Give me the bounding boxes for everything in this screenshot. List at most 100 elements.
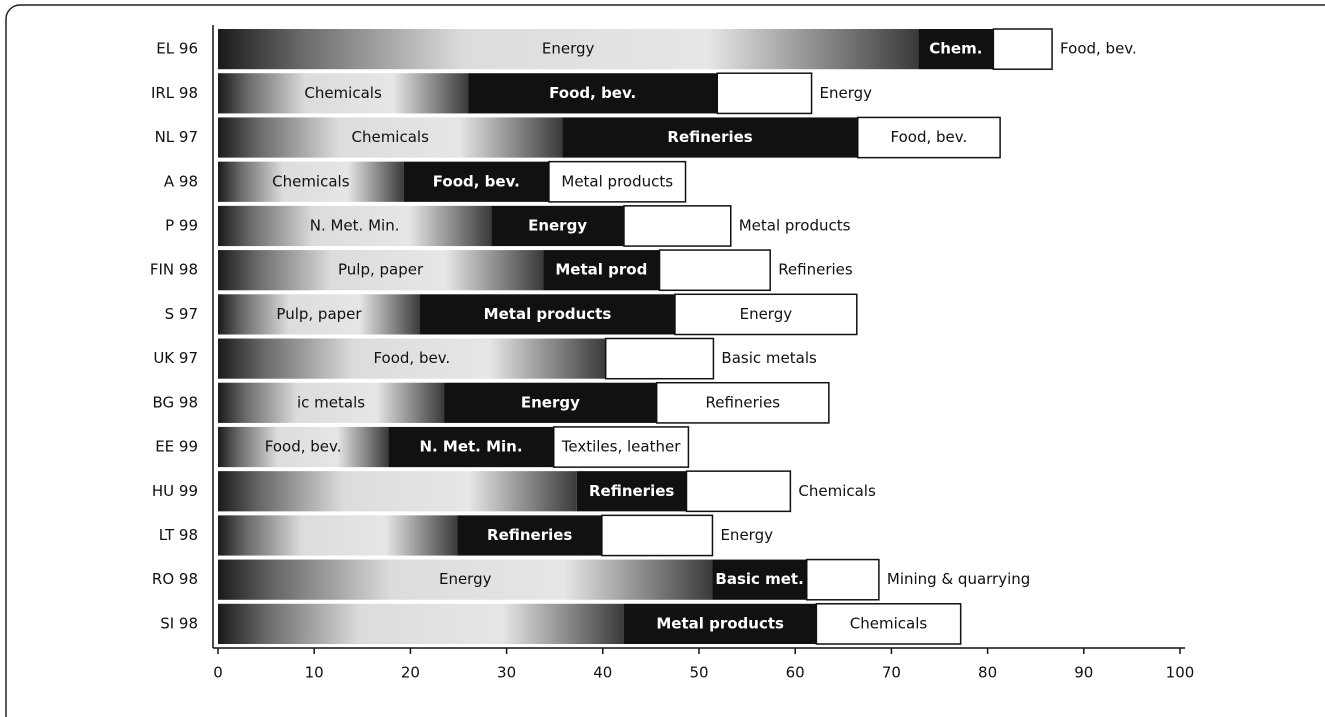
segment-label: Metal products [561,172,673,190]
bar-segment [685,470,792,513]
segment-label: Refineries [487,526,572,544]
bar-segment [716,72,813,115]
bar-segment [218,559,713,600]
segment-label: Energy [542,40,595,58]
bar-segment [548,160,687,203]
segment-label: Chemicals [272,172,350,190]
y-tick-label: A 98 [164,172,198,190]
y-tick-label: P 99 [165,216,198,234]
bar-segment [491,205,624,247]
bar-segment [403,161,549,202]
y-tick-label: UK 97 [153,349,198,367]
segment-label: Chemicals [304,84,382,102]
bar-segment [856,116,1001,159]
x-tick-label: 40 [593,664,612,682]
bar-segment [218,294,421,335]
bar-segment [388,426,554,468]
y-tick-label: IRL 98 [151,84,198,102]
bar-segment [218,161,404,202]
y-tick-label: SI 98 [160,614,198,632]
bar-segment [218,471,577,512]
bar-segment [623,205,732,247]
bar-segment [992,28,1053,70]
bar-segment [218,250,544,291]
x-tick-label: 0 [213,664,223,682]
bar-segment [623,603,817,644]
segment-label: Energy [528,216,587,234]
x-tick-label: 80 [978,664,997,682]
segment-label: Metal products [656,614,784,632]
bar-segment [601,514,714,557]
segment-label: Textiles, leather [561,438,681,456]
bar-segment [218,382,445,423]
segment-label: N. Met. Min. [419,438,522,456]
segment-label: Food, bev. [373,349,450,367]
bar-segment [658,249,771,292]
bar-segment [674,293,858,336]
segment-label: Food, bev. [891,128,968,146]
x-tick-label: 70 [882,664,901,682]
bar-segment [604,337,715,380]
bar-segment [218,426,389,468]
segment-label: Energy [820,84,873,102]
frame [5,4,1325,717]
x-tick-label: 10 [305,664,324,682]
segment-label: Food, bev. [433,172,520,190]
y-tick-label: FIN 98 [150,261,198,279]
y-tick-label: BG 98 [152,393,198,411]
segment-label: Energy [439,570,492,588]
segment-label: Refineries [778,261,853,279]
segment-label: Refineries [667,128,752,146]
segment-label: ic metals [297,393,365,411]
bar-segment [805,558,880,601]
y-tick-label: HU 99 [152,482,198,500]
segment-label: Metal products [739,216,851,234]
segment-label: Chemicals [850,614,928,632]
segment-label: Chemicals [798,482,876,500]
bar-segment [457,515,602,556]
segment-label: Basic metals [721,349,817,367]
bar-segment [562,117,858,158]
segment-label: Food, bev. [549,84,636,102]
segment-label: Food, bev. [1060,40,1137,58]
segment-label: Basic met. [715,570,803,588]
bar-segment [218,205,492,247]
x-tick-label: 100 [1166,664,1195,682]
segment-label: Metal products [484,305,612,323]
segment-label: Energy [740,305,793,323]
y-tick-label: LT 98 [159,526,198,544]
segment-label: Chemicals [351,128,429,146]
bar-segment [218,515,458,556]
bar-segment [552,426,690,468]
segment-label: Refineries [589,482,674,500]
segment-label: Pulp, paper [338,261,424,279]
segment-label: Food, bev. [265,438,342,456]
bar-segment [543,250,660,291]
x-tick-label: 90 [1074,664,1093,682]
x-tick-label: 30 [497,664,516,682]
bar-segment [218,603,624,644]
bar-segment [444,382,657,423]
y-tick-label: S 97 [165,305,198,323]
bar-segment [655,381,830,424]
bar-segment [815,603,962,645]
bar-segment [468,73,718,114]
x-tick-label: 20 [401,664,420,682]
bar-segment [712,559,807,600]
bar-segment [420,294,675,335]
bar-segment [218,117,563,158]
bar-segment [218,73,469,114]
segment-label: Energy [720,526,773,544]
bar-segment [918,29,994,70]
y-tick-label: RO 98 [152,570,198,588]
y-tick-label: EE 99 [155,438,198,456]
segment-label: N. Met. Min. [310,216,400,234]
bar-segment [218,338,606,379]
x-tick-label: 60 [786,664,805,682]
segment-label: Refineries [705,393,780,411]
segment-label: Chem. [929,40,982,58]
segment-label: Metal prod [555,261,647,279]
segment-label: Energy [521,393,580,411]
y-tick-label: NL 97 [155,128,198,146]
